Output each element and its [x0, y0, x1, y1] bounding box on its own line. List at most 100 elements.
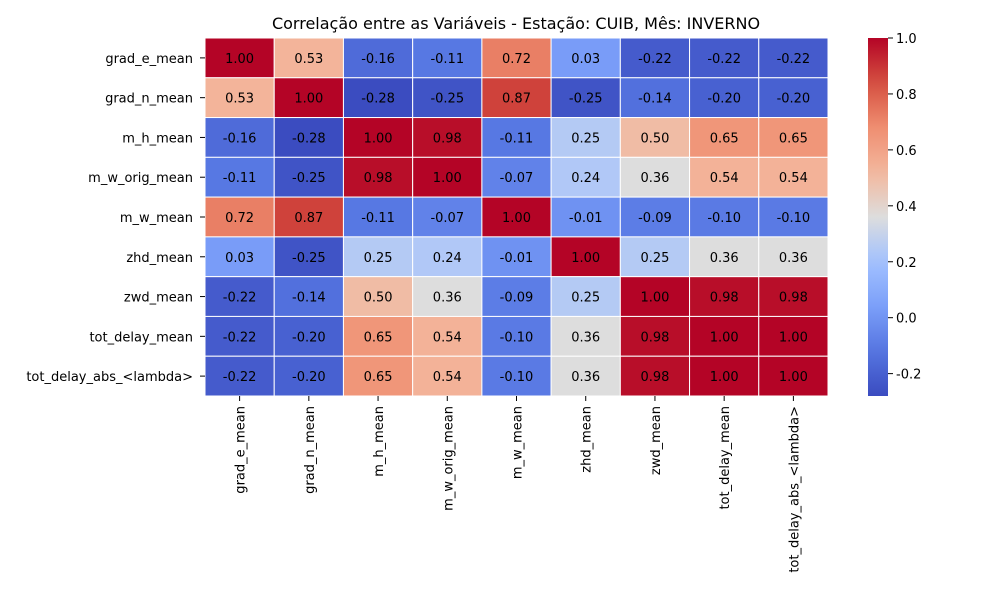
cell-value-label: 1.00 — [571, 251, 600, 266]
heatmap-cell — [550, 196, 621, 238]
heatmap-cell — [342, 77, 414, 119]
cell-value-label: 0.98 — [779, 291, 808, 306]
cell-value-label: -0.10 — [500, 330, 534, 345]
cell-value-label: -0.22 — [223, 370, 257, 385]
row-tick-label: grad_e_mean — [105, 52, 193, 67]
cell-value-label: 0.65 — [779, 131, 808, 146]
heatmap-cell — [204, 37, 275, 79]
heatmap-cell — [342, 37, 414, 79]
cell-value-label: -0.20 — [777, 92, 811, 107]
cell-value-label: 0.54 — [433, 330, 462, 345]
cell-value-label: 0.36 — [710, 251, 739, 266]
heatmap-cell — [412, 196, 483, 238]
cell-value-label: 0.36 — [640, 171, 669, 186]
heatmap-cell — [412, 117, 483, 158]
column-labels: grad_e_mean grad_n_mean m_h_mean m_w_orig_m… — [234, 396, 802, 573]
cell-value-label: 1.00 — [364, 131, 393, 146]
cell-value-label: -0.22 — [777, 52, 811, 67]
heatmap-cell — [758, 77, 829, 119]
colorbar-tick-label: -0.2 — [896, 368, 921, 383]
heatmap-cell — [204, 117, 275, 158]
cell-value-label: -0.09 — [500, 291, 534, 306]
heatmap-cell — [550, 37, 621, 79]
cell-value-label: 0.36 — [571, 370, 600, 385]
cell-value-label: 0.03 — [571, 52, 600, 67]
heatmap-cell — [204, 355, 275, 397]
heatmap-cell — [481, 315, 552, 357]
cell-value-label: 0.25 — [571, 131, 600, 146]
cell-value-label: 0.98 — [640, 330, 669, 345]
cell-value-label: 0.65 — [364, 370, 393, 385]
column-tick-label: m_w_mean — [511, 406, 526, 479]
row-tick-label: m_h_mean — [122, 131, 193, 146]
heatmap-cell — [412, 315, 483, 357]
colorbar-tick-label: 0.4 — [896, 200, 917, 215]
cell-value-label: -0.22 — [638, 52, 672, 67]
heatmap-cell — [273, 156, 344, 198]
row-tick-label: m_w_mean — [120, 211, 193, 226]
cell-value-label: -0.01 — [500, 251, 534, 266]
colorbar-gradient — [868, 38, 888, 396]
cell-value-label: -0.28 — [292, 131, 326, 146]
heatmap-cell — [619, 276, 691, 317]
cell-value-label: 1.00 — [779, 330, 808, 345]
cell-value-label: 1.00 — [710, 370, 739, 385]
heatmap-cell — [273, 117, 344, 158]
colorbar-tick-label: 0.6 — [896, 144, 917, 159]
cell-value-label: 1.00 — [294, 92, 323, 107]
heatmap-cell — [481, 117, 552, 158]
column-tick-label: m_w_orig_mean — [441, 406, 456, 511]
cell-value-label: 0.87 — [294, 211, 323, 226]
heatmap-cell — [342, 355, 414, 397]
colorbar-tick-label: 0.0 — [896, 312, 917, 327]
cell-value-label: 1.00 — [779, 370, 808, 385]
heatmap-cell — [273, 236, 344, 278]
colorbar-tick-label: 0.8 — [896, 88, 917, 103]
heatmap-cell — [481, 276, 552, 317]
heatmap-cell — [342, 117, 414, 158]
cell-value-label: 0.53 — [225, 92, 254, 107]
cell-value-label: 0.53 — [294, 52, 323, 67]
row-tick-label: zhd_mean — [126, 251, 193, 266]
column-tick-label: zwd_mean — [649, 406, 664, 475]
column-tick-label: tot_delay_abs_<lambda> — [787, 406, 802, 573]
heatmap-cell — [204, 276, 275, 317]
column-tick-label: zhd_mean — [580, 406, 595, 473]
heatmap-cell — [689, 236, 760, 278]
heatmap-cell — [689, 77, 760, 119]
cell-value-label: -0.20 — [292, 370, 326, 385]
heatmap-cell — [481, 355, 552, 397]
heatmap-cell — [412, 355, 483, 397]
cell-value-label: -0.16 — [223, 131, 257, 146]
cell-value-label: 0.98 — [433, 131, 462, 146]
cell-value-label: -0.16 — [361, 52, 395, 67]
cell-value-label: -0.22 — [223, 291, 257, 306]
heatmap-cell — [273, 355, 344, 397]
cell-value-label: -0.25 — [292, 171, 326, 186]
row-tick-label: tot_delay_abs_<lambda> — [26, 370, 193, 385]
heatmap-cell — [758, 315, 829, 357]
cell-value-label: 0.72 — [502, 52, 531, 67]
cell-value-label: -0.22 — [707, 52, 741, 67]
heatmap-cell — [619, 196, 691, 238]
heatmap-cell — [481, 236, 552, 278]
heatmap-cell — [342, 196, 414, 238]
column-tick-label: tot_delay_mean — [718, 406, 733, 510]
cell-value-label: -0.14 — [292, 291, 326, 306]
cell-value-label: 1.00 — [433, 171, 462, 186]
cell-value-label: -0.28 — [361, 92, 395, 107]
colorbar: -0.2 0.0 0.2 0.4 0.6 0.8 1.0 — [868, 32, 921, 396]
cell-value-label: 0.25 — [571, 291, 600, 306]
heatmap-cell — [758, 156, 829, 198]
cell-value-label: 0.54 — [779, 171, 808, 186]
heatmap-cell — [550, 236, 621, 278]
colorbar-tick-label: 0.2 — [896, 256, 917, 271]
cell-value-label: 0.36 — [433, 291, 462, 306]
cell-value-label: -0.10 — [707, 211, 741, 226]
cell-value-label: -0.11 — [500, 131, 534, 146]
cell-value-label: 0.98 — [364, 171, 393, 186]
heatmap-cell — [758, 236, 829, 278]
heatmap-cell — [619, 315, 691, 357]
heatmap-cell — [758, 355, 829, 397]
